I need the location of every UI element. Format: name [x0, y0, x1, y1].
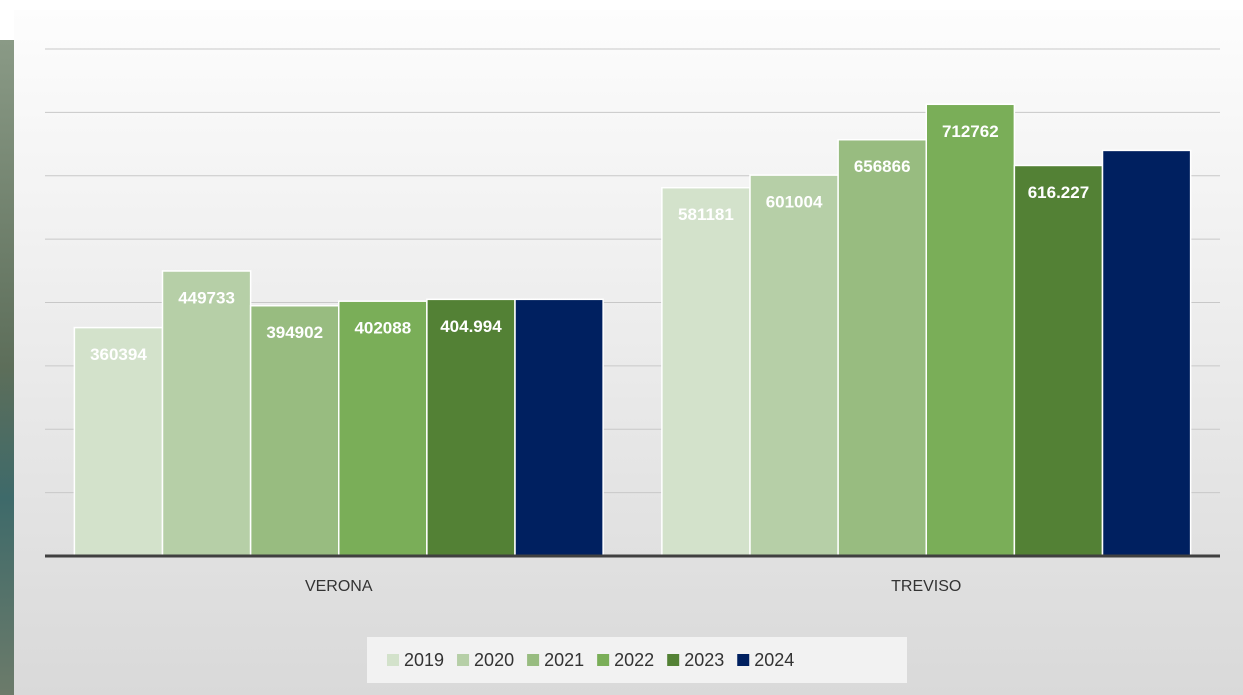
value-label: 402088 [354, 319, 411, 338]
x-tick-label: TREVISO [891, 578, 961, 595]
legend-label: 2023 [684, 650, 724, 670]
legend-swatch [597, 654, 610, 666]
legend-swatch [527, 654, 540, 666]
value-label: 601004 [766, 193, 823, 212]
bar [426, 298, 516, 557]
bar [837, 138, 927, 557]
value-label: 394902 [266, 323, 323, 342]
legend-label: 2020 [474, 650, 514, 670]
legend-label: 2022 [614, 650, 654, 670]
value-label: 712762 [942, 122, 999, 141]
value-label: 616.227 [1028, 183, 1089, 202]
bar [249, 304, 340, 557]
bar [161, 270, 252, 557]
value-label: 404.994 [440, 317, 502, 336]
legend-box [367, 637, 907, 683]
bar [925, 103, 1016, 557]
value-label: 656866 [854, 157, 911, 176]
x-tick-label: VERONA [305, 578, 373, 595]
legend-swatch [387, 654, 399, 666]
legend-label: 2024 [754, 650, 794, 670]
value-label: 449733 [178, 288, 235, 307]
bar [514, 298, 604, 557]
bar [749, 174, 839, 557]
value-label: 360394 [90, 345, 147, 364]
bar [338, 300, 428, 557]
value-label: 581181 [678, 205, 734, 224]
bar [661, 186, 751, 557]
legend-swatch [667, 654, 680, 666]
bar [1013, 164, 1104, 557]
legend-swatch [737, 654, 750, 666]
bar [1101, 149, 1192, 557]
legend-swatch [457, 654, 470, 666]
legend-label: 2021 [544, 650, 584, 670]
legend-label: 2019 [404, 650, 444, 670]
